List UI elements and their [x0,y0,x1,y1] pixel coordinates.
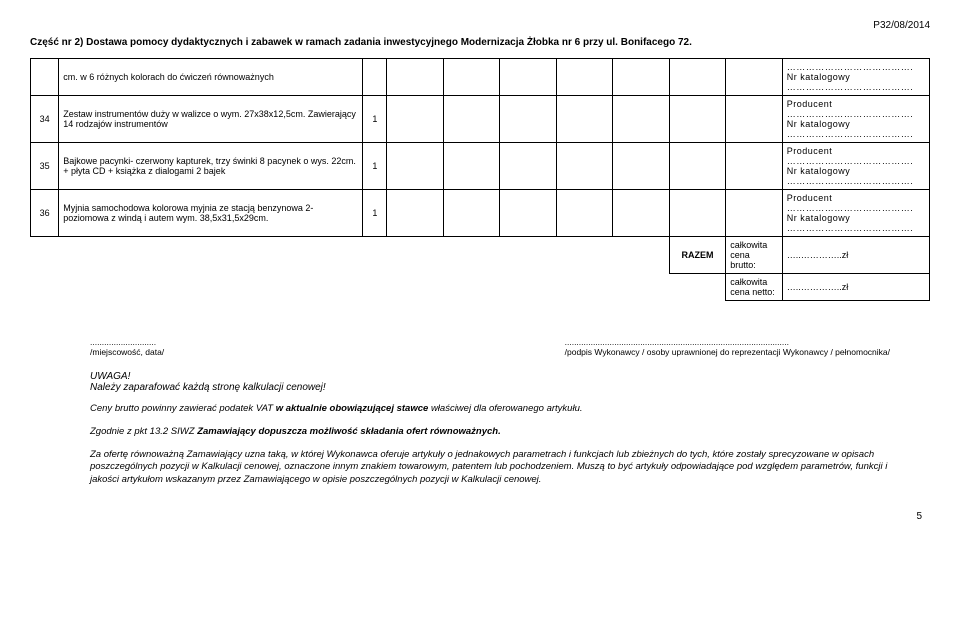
cell-empty [726,59,782,96]
cell-empty [726,143,782,190]
cell-empty [500,143,556,190]
cell-empty [387,143,443,190]
cell-empty [726,96,782,143]
paragraph-2: Zgodnie z pkt 13.2 SIWZ Zamawiający dopu… [90,426,890,439]
cell-prod: ………………………………….Nr katalogowy…………………………………… [782,59,929,96]
cell-empty [556,96,612,143]
total-brutto-row: RAZEM całkowita cena brutto: …..…………..zł [31,237,930,274]
cell-empty [669,59,725,96]
brutto-value: …..…………..zł [782,237,929,274]
signature-left: ............................ /miejscowoś… [90,337,164,357]
uwaga-title: UWAGA! [90,371,890,382]
cell-empty [613,96,669,143]
total-netto-row: całkowita cena netto: …..…………..zł [31,274,930,301]
paragraph-1: Ceny brutto powinny zawierać podatek VAT… [90,403,890,416]
netto-value: …..…………..zł [782,274,929,301]
sig-left-label: /miejscowość, data/ [90,347,164,357]
cell-empty [726,190,782,237]
cell-empty [613,143,669,190]
brutto-label: całkowita cena brutto: [726,237,782,274]
cell-empty [387,190,443,237]
sig-left-dots: ............................ [90,337,164,347]
page-number: 5 [30,511,930,522]
cell-prod: Producent………………………………….Nr katalogowy…………… [782,96,929,143]
netto-label: całkowita cena netto: [726,274,782,301]
paragraph-3: Za ofertę równoważną Zamawiający uzna ta… [90,449,890,487]
cell-desc: Zestaw instrumentów duży w walizce o wym… [59,96,363,143]
cell-empty [669,143,725,190]
cell-empty [556,190,612,237]
razem-label: RAZEM [669,237,725,274]
cell-empty [669,190,725,237]
table-row: 36 Myjnia samochodowa kolorowa myjnia ze… [31,190,930,237]
cell-empty [443,143,499,190]
signature-row: ............................ /miejscowoś… [90,337,890,357]
cell-empty [556,59,612,96]
sig-right-dots: ........................................… [565,337,890,347]
cell-num: 34 [31,96,59,143]
cell-empty [500,190,556,237]
uwaga-block: UWAGA! Należy zaparafować każdą stronę k… [90,371,890,393]
cell-empty [556,143,612,190]
table-row: 34 Zestaw instrumentów duży w walizce o … [31,96,930,143]
cell-empty [500,59,556,96]
cell-num: 35 [31,143,59,190]
table-row: 35 Bajkowe pacynki- czerwony kapturek, t… [31,143,930,190]
cell-qty: 1 [363,190,387,237]
cell-empty [613,59,669,96]
cell-empty [387,96,443,143]
section-title: Część nr 2) Dostawa pomocy dydaktycznych… [30,37,930,48]
signature-right: ........................................… [565,337,890,357]
cell-desc: cm. w 6 różnych kolorach do ćwiczeń równ… [59,59,363,96]
cell-num [31,59,59,96]
cell-desc: Myjnia samochodowa kolorowa myjnia ze st… [59,190,363,237]
cell-num: 36 [31,190,59,237]
cell-prod: Producent………………………………….Nr katalogowy…………… [782,143,929,190]
cell-empty [613,190,669,237]
sig-right-label: /podpis Wykonawcy / osoby uprawnionej do… [565,347,890,357]
uwaga-line: Należy zaparafować każdą stronę kalkulac… [90,382,890,393]
cell-empty [387,59,443,96]
cell-desc: Bajkowe pacynki- czerwony kapturek, trzy… [59,143,363,190]
cell-prod: Producent………………………………….Nr katalogowy…………… [782,190,929,237]
table-row: cm. w 6 różnych kolorach do ćwiczeń równ… [31,59,930,96]
items-table: cm. w 6 różnych kolorach do ćwiczeń równ… [30,58,930,301]
cell-empty [443,59,499,96]
cell-qty [363,59,387,96]
cell-empty [443,190,499,237]
document-number: P32/08/2014 [30,20,930,31]
cell-empty [443,96,499,143]
cell-qty: 1 [363,96,387,143]
cell-qty: 1 [363,143,387,190]
cell-empty [500,96,556,143]
cell-empty [669,96,725,143]
